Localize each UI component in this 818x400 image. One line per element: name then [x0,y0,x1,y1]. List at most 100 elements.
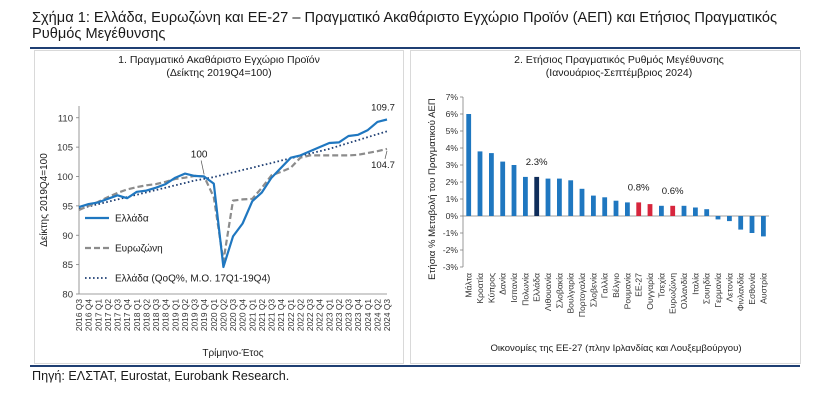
x-tick-label: Κροατία [475,273,485,304]
x-tick-label: Σλοβακία [554,273,564,308]
x-tick-label: 2017 Q4 [122,299,132,331]
x-tick-label: 2021 Q3 [267,299,277,331]
bar [545,178,551,216]
x-tick-label: 2017 Q1 [93,299,103,331]
bar [534,176,540,216]
bar [670,205,676,216]
bar [704,209,710,216]
bar [693,207,698,216]
x-tick-label: 2024 Q3 [382,299,392,331]
y-tick-label: 3% [446,160,459,170]
y-tick-label: 110 [58,113,73,124]
x-axis-label: Οικονομίες της ΕΕ-27 (πλην Ιρλανδίας και… [490,343,741,354]
bar [591,195,596,216]
x-tick-label: Τσεχία [656,273,666,298]
x-tick-label: 2019 Q3 [190,299,200,331]
x-tick-label: 2022 Q3 [305,299,315,331]
x-tick-label: 2021 Q4 [276,299,286,331]
x-tick-label: Πολωνία [520,273,530,306]
x-tick-label: ΕΕ-27 [634,273,644,297]
series-line-1 [78,147,388,263]
y-axis-label: Δείκτης 2019Q4=100 [38,153,50,247]
gdp-index-chart: 1. Πραγματικό Ακαθάριστο Εγχώριο Προϊόν(… [38,54,395,359]
x-tick-label: Φινλανδία [736,273,746,311]
bar [523,176,528,216]
y-tick-label: 7% [446,92,459,102]
x-tick-label: 2021 Q1 [247,299,257,331]
annotation-label: 2.3% [526,157,548,168]
x-axis-label: Τρίμηνο-Έτος [202,347,263,359]
bar [511,165,517,216]
x-tick-label: Δανία [498,273,508,295]
bar [636,202,642,216]
x-tick-label: 2024 Q1 [363,299,373,331]
annotation-label: 0.6% [662,186,684,197]
y-tick-label: 85 [62,260,73,271]
y-tick-label: 6% [446,109,459,119]
x-tick-label: Σλοβενία [588,273,598,307]
x-tick-label: Σουηδία [702,273,712,304]
y-tick-label: 105 [57,143,73,154]
x-tick-label: 2020 Q1 [209,299,219,331]
growth-rate-chart: 2. Ετήσιος Πραγματικός Ρυθμός Μεγέθυνσης… [427,54,769,354]
x-tick-label: 2024 Q2 [372,299,382,331]
annotation-label: 0.8% [628,182,650,193]
x-tick-label: Μάλτα [464,273,474,298]
x-tick-label: 2020 Q3 [228,299,238,331]
x-tick-label: Γερμανία [713,273,723,308]
y-tick-label: 2% [446,177,459,187]
bar [738,216,744,230]
y-tick-label: 95 [62,201,73,212]
legend-entry: Ελλάδα (QoQ%, Μ.Ο. 17Q1-19Q4) [115,273,270,285]
bar [681,205,687,216]
x-tick-label: 2016 Q4 [84,299,94,331]
y-tick-label: 1% [446,194,459,204]
x-tick-label: Λετονία [724,273,734,302]
bar [568,180,574,216]
x-tick-label: 2022 Q4 [315,299,325,331]
bar [466,114,472,216]
x-tick-label: 2018 Q3 [151,299,161,331]
bar [602,197,608,216]
chart-title: 1. Πραγματικό Ακαθάριστο Εγχώριο Προϊόν [118,54,320,66]
bar [557,178,562,216]
x-tick-label: Ολλανδία [679,273,689,309]
y-tick-label: 0% [446,211,459,221]
x-tick-label: Εσθονία [747,273,757,305]
x-tick-label: Κύπρος [486,273,496,303]
x-tick-label: 2019 Q2 [180,299,190,331]
growth-rate-panel: 2. Ετήσιος Πραγματικός Ρυθμός Μεγέθυνσης… [410,50,801,364]
x-tick-label: 2018 Q2 [141,299,151,331]
annotation-leader [200,160,205,175]
x-tick-label: Γαλλία [600,273,610,298]
bar [727,216,732,222]
x-tick-label: 2023 Q2 [334,299,344,331]
x-tick-label: 2020 Q4 [238,299,248,331]
y-tick-label: -3% [443,262,459,272]
x-tick-label: 2023 Q1 [324,299,334,331]
annotation-label: 100 [191,150,208,161]
y-tick-label: -1% [443,228,459,238]
x-tick-label: 2017 Q3 [113,299,123,331]
x-tick-label: Ρουμανία [622,273,632,309]
y-tick-label: 5% [446,126,459,136]
x-tick-label: 2022 Q1 [286,299,296,331]
top-rule [30,47,800,49]
gdp-index-panel: 1. Πραγματικό Ακαθάριστο Εγχώριο Προϊόν(… [34,50,404,364]
x-tick-label: Ελλάδα [532,273,542,302]
source-note: Πηγή: ΕΛΣΤΑΤ, Eurostat, Eurobank Researc… [32,369,290,383]
bar [647,204,653,216]
x-tick-label: 2022 Q2 [295,299,305,331]
y-tick-label: -2% [443,245,459,255]
bottom-rule [30,365,800,367]
bar [579,188,585,216]
bar [749,216,755,233]
series-line-0 [78,118,388,269]
x-tick-label: 2018 Q4 [161,299,171,331]
x-tick-label: 2020 Q2 [218,299,228,331]
x-tick-label: Ισπανία [509,273,519,303]
annotation-label: 104.7 [371,160,395,171]
figure-title: Σχήμα 1: Ελλάδα, Ευρωζώνη και ΕΕ-27 – Πρ… [32,10,778,42]
x-tick-label: 2018 Q1 [132,299,142,331]
